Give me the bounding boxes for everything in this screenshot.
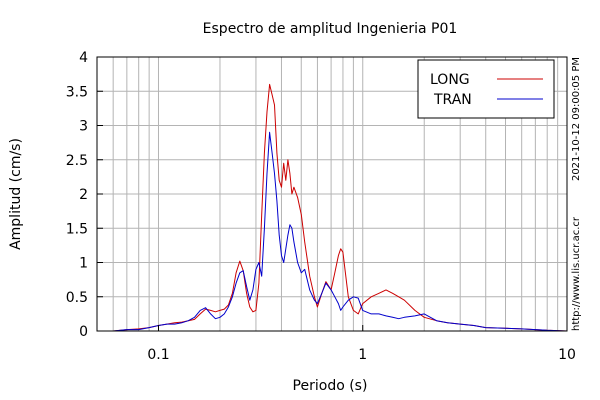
y-tick-label: 3.5 (66, 84, 88, 100)
y-tick-label: 4 (79, 50, 88, 66)
y-axis-label: Amplitud (cm/s) (8, 138, 24, 250)
series-layer (97, 83, 568, 332)
legend-box (417, 59, 555, 119)
series-line-long (97, 83, 568, 332)
y-tick-label: 1.5 (66, 221, 88, 237)
legend-label-long: LONG (430, 72, 470, 88)
y-tick-label: 0 (79, 324, 88, 340)
timestamp-label: 2021-10-12 09:00:05 PM (571, 57, 582, 181)
y-tick-label: 0.5 (66, 290, 88, 306)
x-tick-label: 10 (558, 347, 576, 363)
url-label: http://www.lis.ucr.ac.cr (571, 216, 582, 331)
series-line-tran (97, 131, 568, 332)
axis-ticks: 0.1 1 10 0 0.5 1 1.5 2 2.5 3 3.5 4 (66, 50, 576, 363)
y-tick-label: 3 (79, 119, 88, 135)
y-tick-label: 1 (79, 256, 88, 272)
legend-label-tran: TRAN (433, 92, 472, 108)
x-tick-label: 1 (358, 347, 367, 363)
x-tick-label: 0.1 (147, 347, 169, 363)
y-tick-label: 2 (79, 187, 88, 203)
x-axis-label: Periodo (s) (293, 378, 368, 394)
chart-title: Espectro de amplitud Ingenieria P01 (203, 21, 458, 37)
legend: LONG TRAN (417, 59, 555, 119)
y-tick-label: 2.5 (66, 153, 88, 169)
